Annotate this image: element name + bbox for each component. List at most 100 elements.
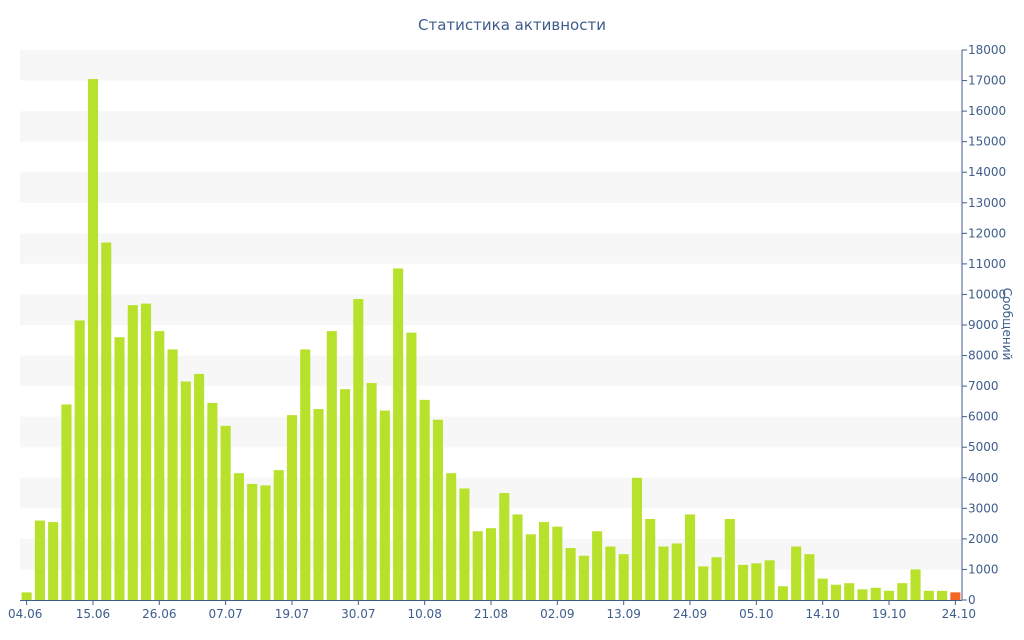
- y-tick-label: 8000: [968, 349, 999, 363]
- x-tick-label: 02.09: [540, 607, 574, 621]
- bar: [631, 477, 642, 600]
- bar: [194, 373, 205, 600]
- bar: [379, 410, 390, 600]
- bar: [738, 564, 749, 600]
- x-tick-label: 15.06: [76, 607, 110, 621]
- bar: [34, 520, 45, 600]
- bar: [751, 563, 762, 600]
- x-tick-label: 13.09: [606, 607, 640, 621]
- bar: [552, 526, 563, 600]
- bar: [313, 409, 324, 600]
- bar: [207, 402, 218, 600]
- bar: [499, 493, 510, 600]
- bar: [883, 590, 895, 600]
- bar: [817, 578, 828, 600]
- bar: [353, 299, 364, 600]
- x-tick-label: 14.10: [806, 607, 840, 621]
- bar: [565, 548, 576, 600]
- bar: [485, 528, 497, 600]
- bar: [127, 305, 138, 600]
- bar: [87, 79, 99, 601]
- y-tick-label: 13000: [968, 196, 1006, 210]
- bar: [260, 485, 271, 600]
- y-tick-label: 16000: [968, 104, 1006, 118]
- x-tick-label: 05.10: [739, 607, 773, 621]
- y-tick-label: 5000: [968, 440, 999, 454]
- y-tick-label: 0: [968, 593, 976, 607]
- y-tick-label: 11000: [968, 257, 1006, 271]
- bar: [684, 514, 696, 600]
- x-tick-label: 26.06: [142, 607, 176, 621]
- y-axis: 0 1000 2000 3000 4000 5000 6000 7000 8000 9000 100…: [961, 43, 1006, 607]
- bar: [366, 383, 377, 600]
- x-tick-label: 19.10: [872, 607, 906, 621]
- bar: [539, 522, 550, 600]
- bar: [300, 349, 311, 600]
- bar: [764, 560, 775, 600]
- bar: [154, 331, 165, 600]
- bar: [791, 546, 802, 600]
- bar: [101, 242, 112, 600]
- bar: [870, 587, 881, 600]
- bar: [605, 546, 616, 600]
- grid-band: [20, 172, 962, 203]
- bar: [578, 555, 589, 600]
- bar: [220, 425, 231, 600]
- y-tick-label: 2000: [968, 532, 999, 546]
- bar: [844, 583, 855, 600]
- bar: [525, 534, 536, 600]
- bar: [910, 569, 921, 600]
- bar: [777, 586, 788, 600]
- bar: [247, 483, 258, 600]
- bar: [61, 404, 72, 600]
- bar: [830, 584, 841, 600]
- y-tick-label: 4000: [968, 471, 999, 485]
- y-tick-label: 18000: [968, 43, 1006, 57]
- grid-band: [20, 50, 962, 81]
- bar: [419, 399, 430, 600]
- x-tick-label: 04.06: [8, 607, 42, 621]
- bar: [340, 389, 351, 600]
- bar: [21, 592, 32, 600]
- y-tick-label: 17000: [968, 74, 1006, 88]
- bar: [432, 419, 443, 600]
- bar: [393, 268, 404, 600]
- bar: [658, 546, 669, 600]
- bar: [671, 543, 682, 600]
- y-tick-label: 7000: [968, 379, 999, 393]
- bar: [167, 349, 178, 600]
- grid-band: [20, 233, 962, 264]
- bar: [804, 554, 815, 600]
- bar: [459, 488, 470, 600]
- bar: [897, 583, 908, 600]
- bar: [923, 590, 934, 600]
- bar: [937, 590, 948, 600]
- bar: [286, 415, 298, 600]
- bar: [141, 303, 152, 600]
- bar: [48, 522, 59, 600]
- bar: [698, 566, 709, 600]
- bar: [512, 514, 523, 600]
- y-tick-label: 10000: [968, 287, 1006, 301]
- bar: [950, 592, 961, 600]
- x-axis: 04.06 15.06 26.06 07.07 19.07 30.07 10.08 21.08…: [8, 600, 976, 621]
- bar: [74, 320, 85, 600]
- chart-title: Статистика активности: [418, 16, 606, 34]
- bar: [618, 554, 629, 600]
- y-axis-label: Сообщений: [1000, 287, 1014, 361]
- grid-band: [20, 294, 962, 325]
- bar: [472, 531, 483, 600]
- bar: [446, 473, 457, 600]
- y-tick-label: 9000: [968, 318, 999, 332]
- grid-band: [20, 111, 962, 142]
- bar: [406, 332, 417, 600]
- y-tick-label: 3000: [968, 501, 999, 515]
- bar: [114, 337, 125, 600]
- y-tick-label: 12000: [968, 226, 1006, 240]
- bars: [21, 79, 961, 601]
- bar: [180, 381, 191, 600]
- y-tick-label: 15000: [968, 135, 1006, 149]
- x-tick-label: 07.07: [208, 607, 242, 621]
